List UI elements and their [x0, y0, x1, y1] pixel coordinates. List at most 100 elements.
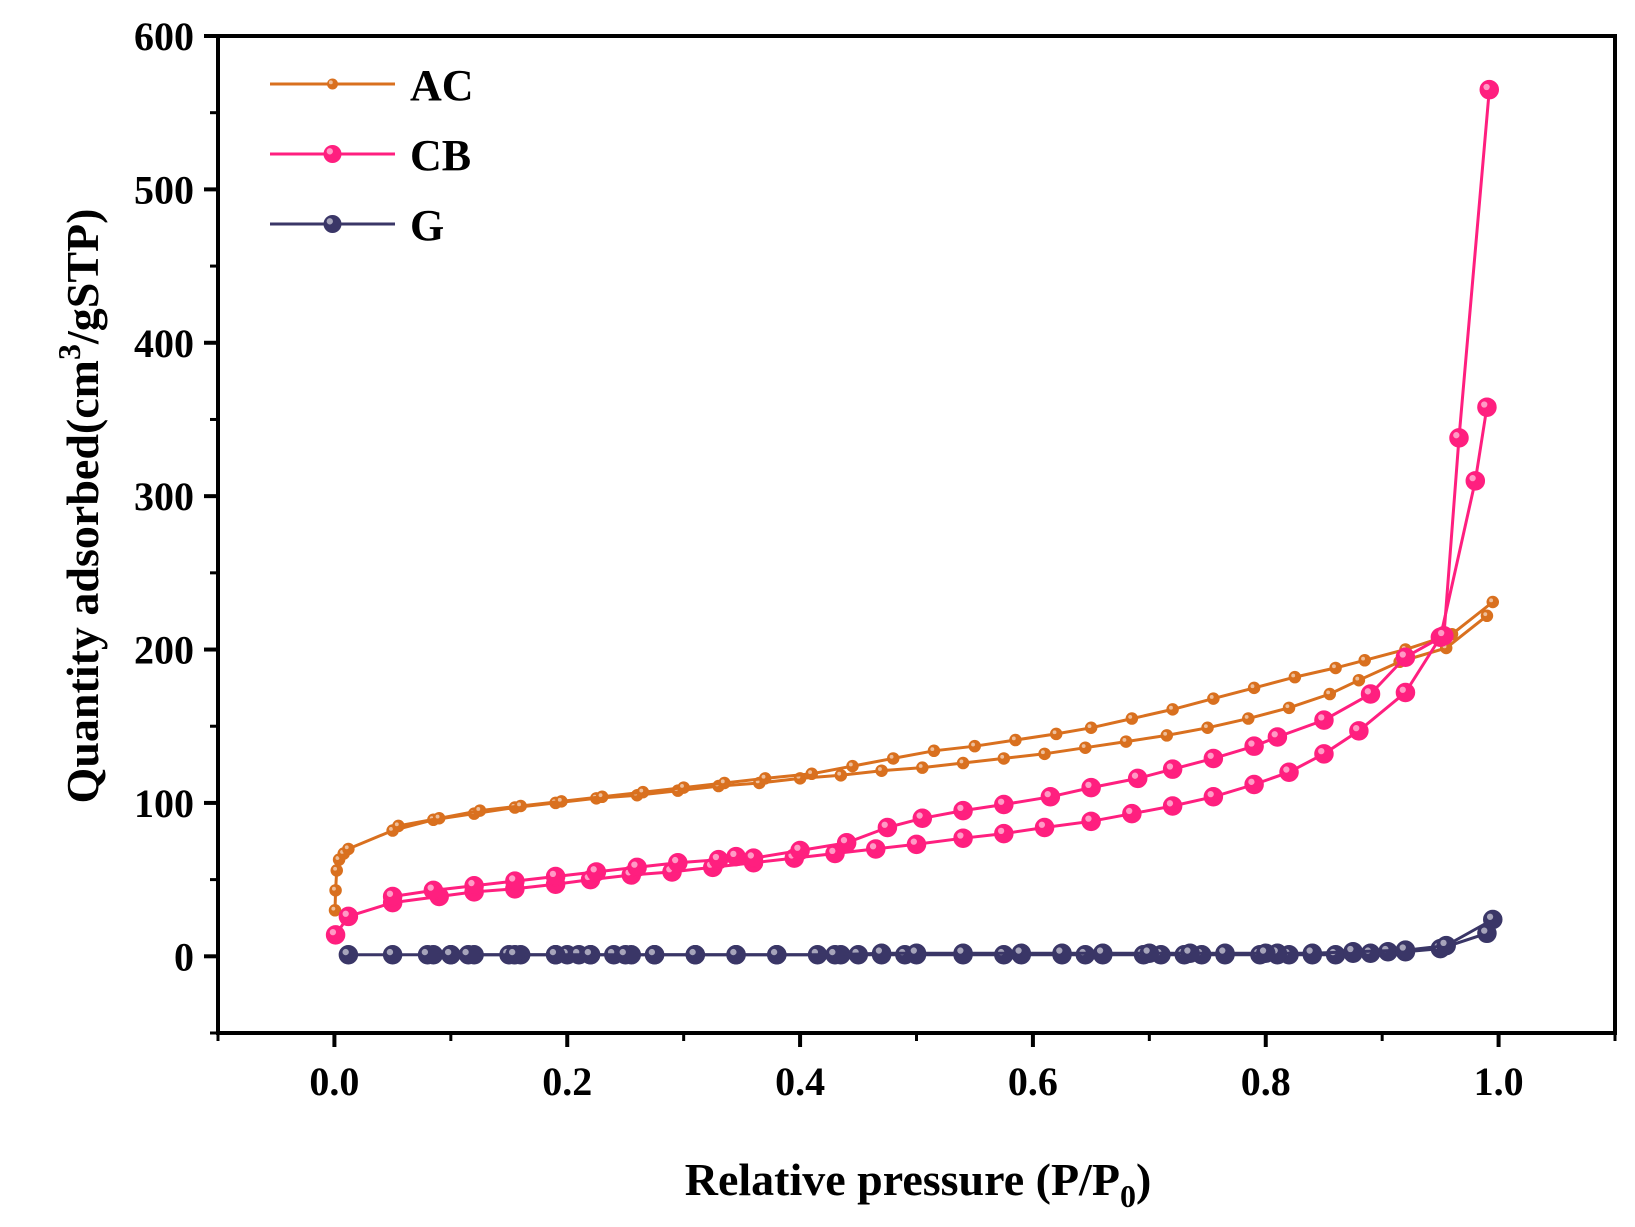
- data-point: [1395, 647, 1416, 667]
- data-point: [1049, 727, 1063, 741]
- data-point-highlight: [342, 948, 349, 956]
- data-point: [1256, 943, 1276, 963]
- data-point-highlight: [848, 762, 853, 767]
- data-point-highlight: [1489, 598, 1494, 603]
- y-tick-label: 500: [134, 167, 194, 212]
- data-point: [968, 739, 981, 753]
- data-point: [877, 817, 898, 838]
- data-point-highlight: [1271, 731, 1278, 738]
- series-g: [338, 909, 1503, 965]
- data-point: [1084, 721, 1098, 735]
- data-point: [1349, 721, 1369, 741]
- data-point: [505, 871, 525, 891]
- data-point: [392, 819, 405, 833]
- data-point: [1477, 397, 1497, 417]
- data-point-highlight: [344, 845, 349, 850]
- data-point: [1180, 943, 1200, 963]
- data-point-highlight: [1399, 651, 1406, 658]
- data-point: [886, 752, 900, 765]
- data-point: [1483, 909, 1503, 930]
- data-point: [956, 756, 970, 770]
- data-point-highlight: [1355, 676, 1360, 681]
- data-point-highlight: [509, 948, 516, 956]
- data-point-highlight: [1203, 724, 1208, 729]
- data-point-highlight: [712, 853, 720, 861]
- data-point: [1302, 943, 1323, 963]
- data-point-highlight: [329, 928, 337, 936]
- data-point: [1122, 803, 1142, 824]
- data-point: [1075, 945, 1096, 965]
- data-point: [441, 945, 461, 965]
- data-point-highlight: [389, 826, 393, 831]
- data-point: [1279, 762, 1299, 782]
- legend-marker: [327, 78, 338, 90]
- data-point-highlight: [1483, 83, 1490, 91]
- data-point: [432, 812, 446, 825]
- data-point: [994, 794, 1014, 815]
- data-point: [338, 945, 359, 965]
- x-tick-label: 0.6: [1008, 1059, 1058, 1104]
- data-point-highlight: [1347, 945, 1354, 953]
- data-point: [1314, 710, 1334, 730]
- data-point: [1480, 609, 1494, 623]
- legend: AC CB G: [270, 61, 474, 250]
- data-point: [1323, 687, 1337, 701]
- data-point: [1352, 673, 1366, 687]
- data-point-highlight: [648, 948, 656, 956]
- data-point: [916, 761, 929, 774]
- data-point-highlight: [386, 948, 394, 956]
- data-point: [927, 744, 941, 758]
- data-point: [464, 876, 484, 896]
- data-point-highlight: [671, 856, 679, 864]
- data-point-highlight: [1481, 401, 1488, 408]
- data-point: [514, 799, 527, 813]
- data-point: [836, 833, 857, 853]
- data-point: [1079, 741, 1092, 754]
- data-point-highlight: [1291, 673, 1296, 678]
- data-point: [1139, 943, 1160, 963]
- data-point-highlight: [794, 844, 801, 851]
- data-point: [994, 823, 1014, 844]
- data-point: [668, 852, 688, 873]
- data-point: [1486, 595, 1500, 609]
- axes: 0.0 0.2 0.4 0.6 0.8 1.0 0 100 200 300 400 500 600: [134, 14, 1617, 1104]
- legend-marker: [323, 145, 342, 163]
- data-point: [953, 828, 973, 848]
- data-point-highlight: [1353, 724, 1360, 732]
- series-line: [427, 918, 1494, 957]
- y-tick-label: 100: [134, 781, 194, 826]
- data-point-highlight: [1015, 947, 1022, 954]
- x-tick-label: 0.2: [542, 1059, 592, 1104]
- data-point: [1052, 943, 1072, 963]
- data-point: [1093, 943, 1113, 963]
- series-line: [333, 614, 1488, 911]
- data-point-highlight: [918, 764, 923, 768]
- data-point-highlight: [997, 798, 1005, 805]
- data-point: [555, 795, 568, 808]
- data-point-highlight: [869, 843, 877, 850]
- data-point-highlight: [916, 812, 923, 819]
- x-tick-label: 1.0: [1474, 1059, 1524, 1104]
- data-point: [1040, 787, 1061, 807]
- data-point: [1436, 935, 1456, 956]
- data-point: [382, 886, 403, 907]
- data-point-highlight: [590, 866, 597, 873]
- data-point-highlight: [332, 886, 336, 891]
- data-point: [994, 945, 1014, 965]
- data-point: [767, 945, 787, 965]
- data-point-highlight: [1318, 714, 1325, 721]
- data-point-highlight: [1250, 684, 1255, 689]
- data-point-highlight: [889, 754, 894, 759]
- data-point: [586, 862, 607, 882]
- data-point-highlight: [1087, 724, 1092, 729]
- data-point: [708, 849, 729, 870]
- data-point: [1011, 943, 1032, 963]
- y-tick-label: 0: [174, 934, 194, 979]
- data-point-highlight: [997, 827, 1005, 835]
- data-point: [1119, 735, 1133, 748]
- data-point-highlight: [837, 771, 842, 776]
- data-point: [1125, 712, 1139, 725]
- data-point: [338, 906, 359, 927]
- data-point: [1034, 817, 1055, 838]
